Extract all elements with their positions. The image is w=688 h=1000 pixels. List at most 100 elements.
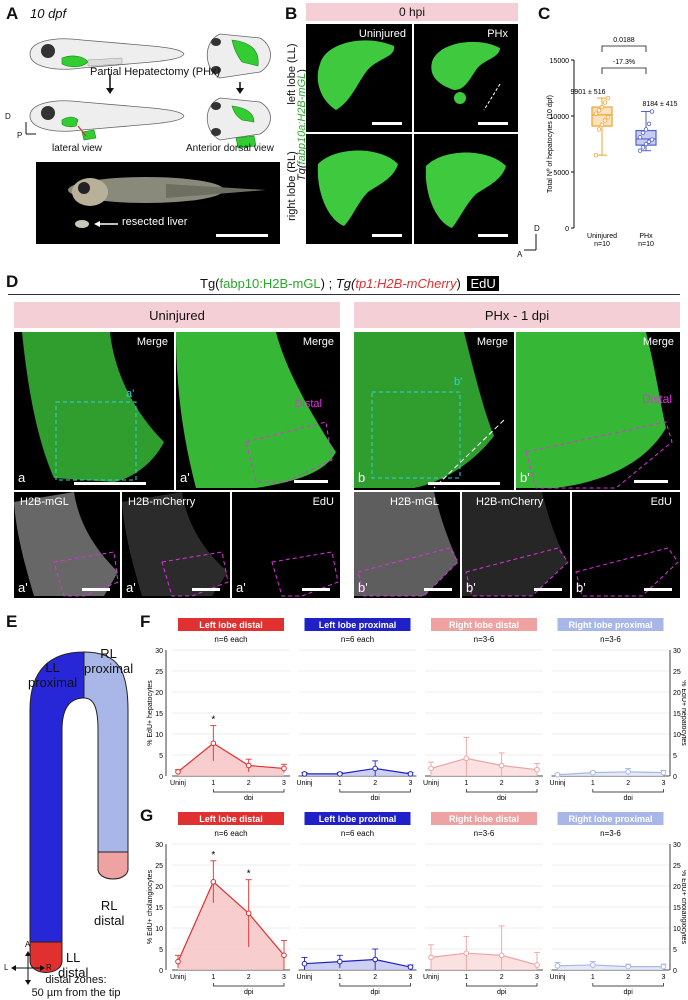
- timepoint-label: 0 hpi: [398, 5, 426, 19]
- roi-label: b': [454, 376, 463, 388]
- d-legend: Tg(fabp10:H2B-mGL) ; Tg(tp1:H2B-mCherry)…: [200, 276, 499, 291]
- y-tick-label: 20: [155, 884, 163, 891]
- y-tick-label: 30: [155, 648, 163, 655]
- edu-cholangiocytes-chart: 0 0 5 5 10 10 15 15 20 20 25 25 30 30 % EdU+ cholangio…: [147, 812, 686, 996]
- y-axis-label-left: % EdU+ cholangiocytes: [147, 869, 154, 944]
- x-tick-label: 1: [464, 974, 468, 981]
- series-n: n=6 each: [214, 829, 247, 838]
- series-area: [178, 743, 284, 776]
- data-point: [337, 958, 343, 965]
- legend-tg1: Tg(: [200, 276, 220, 291]
- sub-label: b': [358, 580, 368, 595]
- legend-edu: EdU: [467, 276, 499, 291]
- x-tick-label: 2: [626, 974, 630, 981]
- data-point: [554, 963, 561, 969]
- larva-photo: resected liver: [36, 162, 280, 244]
- data-point: [554, 771, 561, 778]
- x-tick-label: 3: [662, 780, 666, 787]
- scale-bar: [478, 234, 508, 237]
- series-line: [557, 771, 664, 776]
- data-point: [407, 771, 414, 777]
- d-zoom-b-prime: Merge Distal b': [516, 332, 680, 490]
- panel-letter-b: B: [285, 4, 298, 23]
- merge-label: Merge: [136, 336, 168, 348]
- data-point: [625, 769, 631, 775]
- panel-letter-g: G: [140, 806, 154, 825]
- x-tick-label: Uninj: [297, 974, 313, 981]
- series-line: [557, 964, 664, 968]
- series-line: [430, 757, 538, 771]
- x-tick-label: Uninj: [170, 780, 186, 787]
- legend-tg1-name: fabp10:H2B-mGL: [219, 276, 321, 291]
- data-point: [245, 910, 252, 917]
- series-header: [431, 618, 537, 631]
- x-tick-label: 2: [373, 974, 377, 981]
- axis-p-label: P: [17, 131, 23, 140]
- sub-label: a': [236, 580, 246, 595]
- d-zoom-a-prime: Merge Distal a': [176, 332, 340, 490]
- y-axis-label-left: % EdU+ hepatocytes: [147, 680, 154, 746]
- row-right-lobe: right lobe (RL): [282, 134, 300, 242]
- dpi-bracket: [592, 789, 664, 793]
- d-merge-a: Merge a' a: [14, 332, 174, 490]
- series-name: Right lobe distal: [449, 620, 519, 630]
- category-n: n=10: [638, 241, 654, 248]
- merge-label: Merge: [476, 336, 508, 348]
- d-channel-edu-b: EdU b': [572, 492, 680, 598]
- y-tick-label: 10: [155, 926, 163, 933]
- legend-close: ): [456, 276, 461, 291]
- channel-label: H2B-mGL: [20, 496, 69, 508]
- data-point: [498, 952, 505, 959]
- x-axis-label: dpi: [244, 795, 254, 800]
- channel-label: H2B-mCherry: [476, 496, 544, 508]
- d-channel-mgl-a: H2B-mGL a': [14, 492, 120, 598]
- data-point: [281, 952, 287, 959]
- dpi-bracket: [212, 789, 285, 793]
- e-axis-l: L: [4, 963, 9, 972]
- y-tick-label-right: 15: [673, 711, 681, 718]
- b-phx-label: PHx: [487, 28, 508, 40]
- series-n: n=6 each: [214, 635, 247, 644]
- p-value: 0.0188: [613, 37, 635, 44]
- x-tick-label: Uninj: [170, 974, 186, 981]
- d-channel-mcherry-b: H2B-mCherry b': [462, 492, 570, 598]
- series-area: [557, 771, 664, 776]
- channel-label: EdU: [312, 496, 334, 508]
- data-point: [301, 771, 308, 777]
- data-point: [649, 137, 655, 142]
- data-point: [646, 121, 652, 127]
- e-axis-r: R: [46, 963, 52, 972]
- series-line: [177, 742, 285, 773]
- y-tick-label-right: 25: [673, 863, 681, 870]
- data-point: [498, 762, 505, 769]
- data-point: [281, 765, 287, 772]
- series-n: n=3-6: [600, 829, 621, 838]
- row-left-lobe: left lobe (LL): [282, 24, 300, 128]
- data-point: [175, 769, 181, 775]
- channel-label: EdU: [650, 496, 672, 508]
- b-axis: [524, 234, 537, 251]
- edu-hepatocytes-chart: 0 0 5 5 10 10 15 15 20 20 25 25 30 30 % EdU+ hepatocyt…: [147, 618, 686, 800]
- data-point: [407, 964, 414, 970]
- series-n: n=3-6: [600, 635, 621, 644]
- series-line: [304, 958, 411, 968]
- b-phx-rl: [414, 134, 518, 244]
- y-axis-label: Total Nº of hepatocytes (10 dpf): [547, 95, 554, 193]
- data-point: [372, 765, 378, 772]
- y-tick-label-right: 25: [673, 669, 681, 676]
- series-header: [431, 812, 537, 825]
- subplot-1: Left lobe proximal n=6 each Uninj 1 2 3 dpi: [297, 618, 417, 800]
- larva-lateral-bottom: [29, 100, 185, 141]
- data-point: [605, 95, 611, 101]
- d-header-phx: PHx - 1 dpi: [354, 302, 680, 328]
- b-uninjured-label: Uninjured: [358, 28, 406, 40]
- y-tick-label-right: 10: [673, 732, 681, 739]
- header-phx-text: PHx - 1 dpi: [484, 307, 550, 323]
- data-point: [372, 956, 378, 963]
- d-header-uninjured: Uninjured: [14, 302, 340, 328]
- y-tick-label: 0: [159, 774, 163, 781]
- rl-proximal-label: RL proximal: [84, 646, 134, 676]
- x-axis-label: dpi: [497, 989, 507, 996]
- y-tick-label-right: 30: [673, 648, 681, 655]
- y-tick-label: 15: [155, 905, 163, 912]
